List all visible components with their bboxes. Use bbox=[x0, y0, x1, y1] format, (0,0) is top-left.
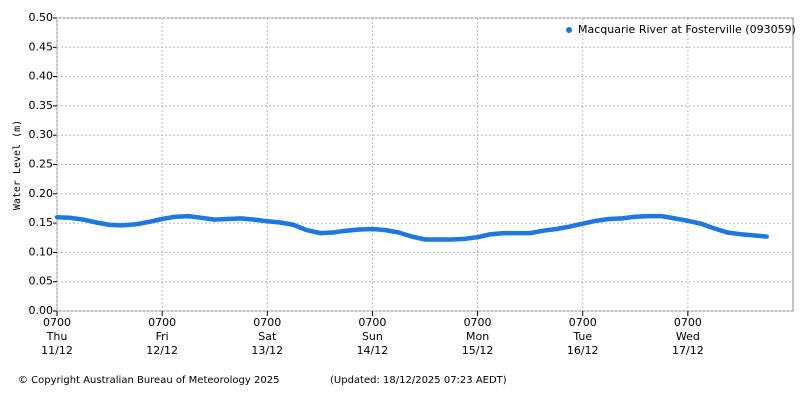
x-tick-label: 0700 bbox=[674, 316, 702, 329]
legend-marker bbox=[566, 27, 572, 33]
y-tick-label: 0.45 bbox=[29, 40, 54, 53]
y-axis-label: Water Level (m) bbox=[12, 120, 23, 210]
x-tick-label: Tue bbox=[572, 330, 592, 343]
x-tick-label: 11/12 bbox=[41, 344, 73, 357]
x-tick-label: 13/12 bbox=[251, 344, 283, 357]
x-tick-label: 0700 bbox=[358, 316, 386, 329]
x-tick-label: Wed bbox=[676, 330, 700, 343]
x-tick-label: 0700 bbox=[464, 316, 492, 329]
x-tick-label: Sun bbox=[362, 330, 383, 343]
x-tick-label: Sat bbox=[258, 330, 277, 343]
y-tick-label: 0.15 bbox=[29, 216, 54, 229]
y-tick-label: 0.05 bbox=[29, 275, 54, 288]
x-tick-label: 17/12 bbox=[672, 344, 704, 357]
x-tick-label: Fri bbox=[156, 330, 169, 343]
y-tick-label: 0.10 bbox=[29, 245, 54, 258]
x-tick-label: 16/12 bbox=[567, 344, 599, 357]
footer-copyright: © Copyright Australian Bureau of Meteoro… bbox=[18, 375, 279, 386]
x-tick-label: 0700 bbox=[253, 316, 281, 329]
y-tick-label: 0.40 bbox=[29, 70, 54, 83]
data-line bbox=[54, 213, 769, 242]
y-tick-label: 0.20 bbox=[29, 187, 54, 200]
y-tick-label: 0.35 bbox=[29, 99, 54, 112]
legend-label: Macquarie River at Fosterville (093059) bbox=[578, 23, 796, 36]
y-tick-label: 0.30 bbox=[29, 128, 54, 141]
x-tick-label: 0700 bbox=[43, 316, 71, 329]
x-tick-label: 12/12 bbox=[146, 344, 178, 357]
x-tick-label: 14/12 bbox=[357, 344, 389, 357]
y-tick-label: 0.00 bbox=[29, 304, 54, 317]
footer-updated: (Updated: 18/12/2025 07:23 AEDT) bbox=[330, 375, 507, 386]
x-tick-label: Mon bbox=[466, 330, 489, 343]
x-tick-label: 0700 bbox=[148, 316, 176, 329]
y-tick-label: 0.50 bbox=[29, 11, 54, 24]
y-tick-label: 0.25 bbox=[29, 158, 54, 171]
x-tick-label: Thu bbox=[46, 330, 68, 343]
x-tick-label: 15/12 bbox=[462, 344, 494, 357]
x-tick-label: 0700 bbox=[569, 316, 597, 329]
